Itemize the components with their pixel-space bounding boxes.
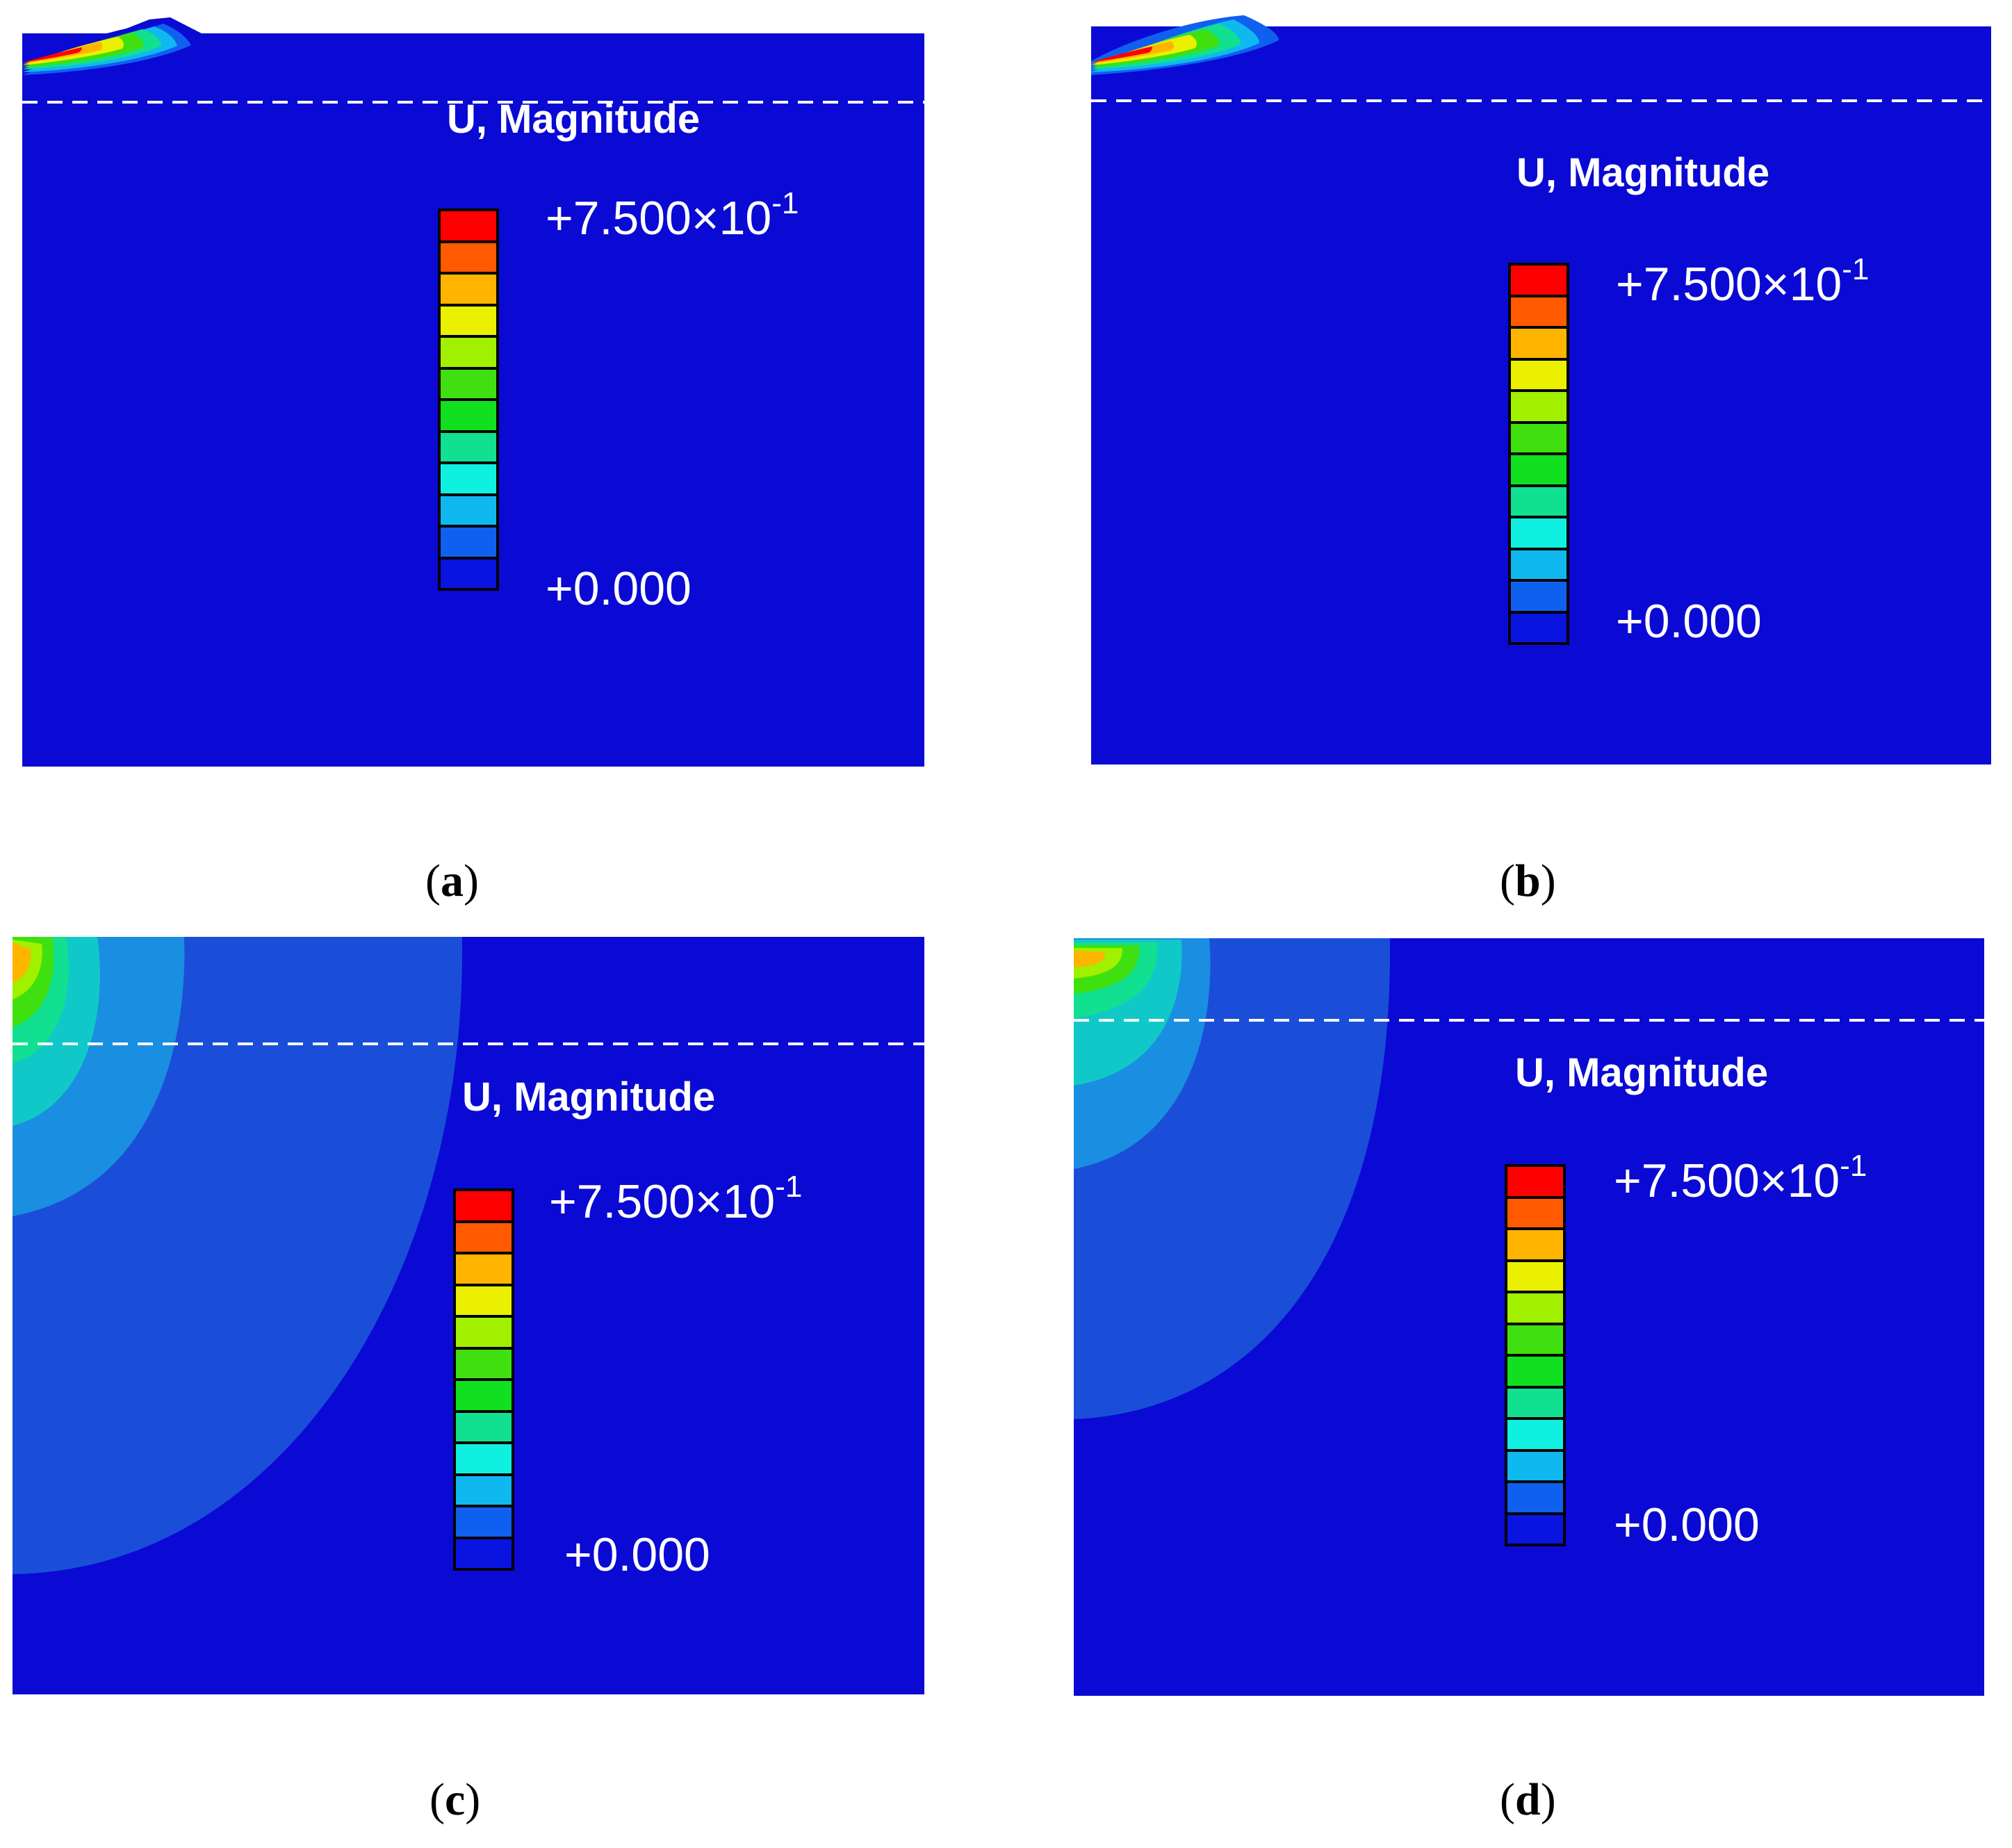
legend-colorbar-a [438,208,499,591]
legend-colorbar-b [1508,263,1569,645]
legend-color-segment [456,1286,512,1318]
panel-c: U, Magnitude +7.500×10-1 +0.000 [0,924,973,1737]
legend-color-segment [1511,486,1567,518]
legend-color-segment [1511,392,1567,424]
legend-color-segment [1507,1261,1563,1293]
legend-color-segment [1507,1388,1563,1420]
caption-b: (b) [1500,856,1556,906]
panel-d: U, Magnitude +7.500×10-1 +0.000 [1063,924,2012,1737]
legend-color-segment [1511,423,1567,455]
legend-color-segment [441,432,496,464]
caption-label-a: a [440,856,464,906]
panel-a: U, Magnitude +7.500×10-1 +0.000 [0,0,973,806]
legend-color-segment [456,1318,512,1350]
legend-min-label-b: +0.000 [1616,595,1762,648]
legend-color-segment [456,1254,512,1286]
legend-color-segment [441,401,496,433]
legend-max-label-a: +7.500×10-1 [546,186,799,245]
legend-color-segment [1507,1198,1563,1230]
legend-color-segment [441,369,496,401]
legend-color-segment [441,306,496,338]
legend-color-segment [1511,518,1567,550]
legend-title-b: U, Magnitude [1516,150,1770,195]
legend-color-segment [1511,613,1567,642]
legend-color-segment [1507,1167,1563,1199]
legend-color-segment [1507,1483,1563,1515]
legend-color-segment [456,1381,512,1413]
legend-max-label-b: +7.500×10-1 [1616,252,1870,311]
legend-min-label-d: +0.000 [1614,1498,1760,1551]
legend-color-segment [1507,1451,1563,1483]
legend-color-segment [456,1191,512,1223]
legend-color-segment [441,338,496,370]
legend-title-d: U, Magnitude [1515,1050,1769,1095]
legend-color-segment [441,559,496,588]
legend-max-label-c: +7.500×10-1 [549,1170,803,1229]
legend-color-segment [1507,1293,1563,1325]
legend-color-segment [1511,582,1567,614]
legend-color-segment [456,1475,512,1507]
legend-color-segment [456,1539,512,1568]
legend-color-segment [441,243,496,275]
legend-color-segment [456,1444,512,1476]
legend-colorbar-c [453,1188,514,1571]
legend-color-segment [1511,360,1567,392]
legend-min-label-a: +0.000 [546,562,692,615]
legend-max-label-d: +7.500×10-1 [1614,1149,1867,1208]
caption-label-b: b [1514,856,1541,906]
legend-color-segment [456,1349,512,1381]
legend-color-segment [1507,1325,1563,1357]
caption-d: (d) [1500,1774,1556,1825]
caption-a: (a) [425,856,479,906]
caption-c: (c) [430,1774,481,1825]
caption-label-c: c [444,1774,466,1825]
legend-color-segment [441,528,496,559]
legend-color-segment [1511,329,1567,361]
caption-label-d: d [1514,1774,1541,1825]
legend-color-segment [456,1507,512,1539]
legend-color-segment [1507,1514,1563,1544]
legend-color-segment [1507,1420,1563,1452]
legend-title-c: U, Magnitude [462,1074,716,1120]
legend-title-a: U, Magnitude [447,97,701,142]
panel-b: U, Magnitude +7.500×10-1 +0.000 [1063,0,2012,806]
legend-color-segment [441,496,496,528]
legend-color-segment [1511,455,1567,487]
legend-color-segment [1511,297,1567,329]
legend-color-segment [441,275,496,306]
legend-color-segment [456,1412,512,1444]
legend-color-segment [1511,265,1567,297]
legend-color-segment [441,464,496,496]
legend-color-segment [1511,550,1567,582]
legend-color-segment [441,211,496,243]
legend-min-label-c: +0.000 [564,1528,710,1581]
legend-color-segment [1507,1230,1563,1262]
legend-colorbar-d [1505,1164,1566,1546]
legend-color-segment [456,1223,512,1254]
legend-color-segment [1507,1357,1563,1389]
